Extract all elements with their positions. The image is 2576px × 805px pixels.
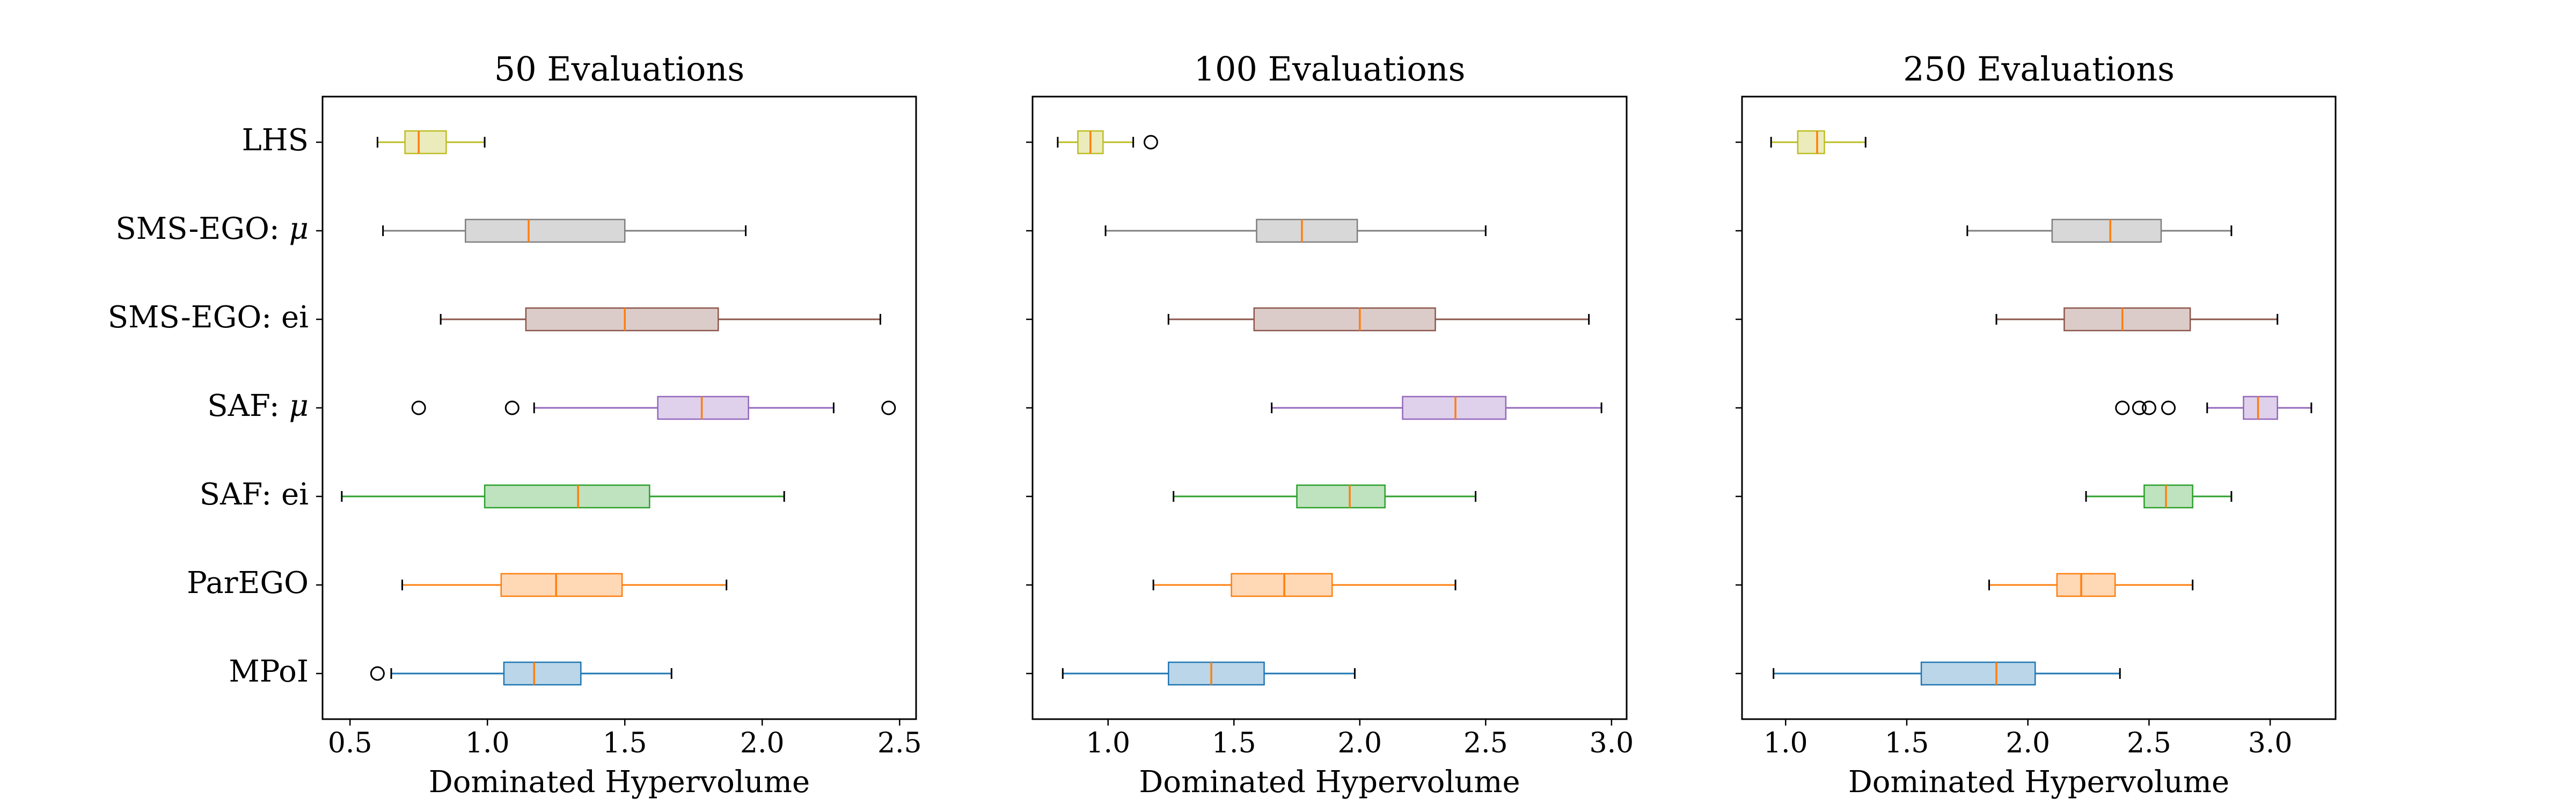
category-label-mpoi: MPoI (229, 654, 309, 689)
category-label-part: SMS-EGO: (115, 211, 289, 246)
x-tick-label: 3.0 (2248, 727, 2293, 759)
box-mpoi (1773, 661, 2121, 686)
panel-title: 250 Evaluations (1903, 49, 2175, 89)
box-lhs (1770, 130, 1867, 155)
box-sms-ego-mu (1104, 218, 1487, 243)
outlier-point (1143, 135, 1158, 150)
x-tick-label: 1.5 (603, 727, 647, 759)
category-label-sms-ego-ei: SMS-EGO: ei (108, 300, 309, 335)
box-saf-mu (411, 396, 896, 420)
x-tick-label: 1.0 (465, 727, 510, 759)
category-label-part: μ (289, 389, 309, 423)
panel-2: 100 Evaluations 1.0 1.5 2.0 2.5 3.0 Dominated … (1026, 49, 1634, 800)
outlier-point (2115, 400, 2130, 415)
outlier-point (2161, 400, 2176, 415)
box-lhs (376, 130, 486, 155)
box-saf-mu (1271, 396, 1602, 420)
box-saf-ei (2085, 484, 2233, 509)
iqr-box (404, 130, 447, 155)
iqr-box (525, 307, 719, 332)
iqr-box (1256, 218, 1358, 243)
outlier-point (504, 400, 519, 415)
box-saf-ei (1173, 484, 1477, 509)
iqr-box (657, 396, 749, 420)
outlier-point (2132, 400, 2147, 415)
panel-title: 50 Evaluations (494, 49, 744, 89)
panel-3: 250 Evaluations 1.0 1.5 2.0 2.5 3.0 Dominated … (1736, 49, 2337, 800)
x-tick-label: 1.5 (1885, 727, 1929, 759)
outlier-point (411, 400, 426, 415)
x-tick-label: 1.0 (1763, 727, 1808, 759)
x-tick-label: 2.0 (740, 727, 785, 759)
x-tick-label: 2.5 (877, 727, 922, 759)
box-parego (1152, 573, 1457, 597)
x-tick-label: 2.0 (2006, 727, 2050, 759)
box-mpoi (1062, 661, 1356, 686)
category-label-lhs: LHS (242, 123, 309, 158)
iqr-box (1797, 130, 1825, 155)
outlier-point (2141, 400, 2156, 415)
category-labels: LHS SMS-EGO: μ SMS-EGO: ei SAF: μ SAF: ei Par… (108, 123, 309, 689)
x-axis-label: Dominated Hypervolume (1848, 765, 2229, 800)
box-sms-ego-mu (1966, 218, 2233, 243)
outlier-point (370, 666, 385, 681)
x-tick-label: 1.0 (1086, 727, 1130, 759)
category-label-part: ParEGO (187, 566, 309, 601)
box-sms-ego-ei (440, 307, 881, 332)
x-tick-label: 2.0 (1337, 727, 1382, 759)
iqr-box (1168, 661, 1265, 686)
x-tick-label: 1.5 (1212, 727, 1256, 759)
x-tick-label: 2.5 (2127, 727, 2171, 759)
outlier-point (881, 400, 896, 415)
x-axis-label: Dominated Hypervolume (429, 765, 810, 800)
iqr-box (1920, 661, 2036, 686)
box-sms-ego-ei (1167, 307, 1590, 332)
category-label-part: SAF: ei (200, 477, 309, 512)
category-label-sms-ego-mu: SMS-EGO: μ (115, 211, 309, 246)
iqr-box (2143, 484, 2193, 509)
iqr-box (1231, 573, 1333, 597)
x-tick-label: 2.5 (1463, 727, 1508, 759)
iqr-box (500, 573, 623, 597)
panel-title: 100 Evaluations (1194, 49, 1466, 89)
category-label-part: LHS (242, 123, 309, 158)
iqr-box (1296, 484, 1386, 509)
iqr-box (2243, 396, 2278, 420)
x-axis-label: Dominated Hypervolume (1139, 765, 1520, 800)
iqr-box (484, 484, 650, 509)
box-sms-ego-ei (1995, 307, 2279, 332)
category-label-parego: ParEGO (187, 566, 309, 601)
box-sms-ego-mu (382, 218, 747, 243)
iqr-box (2051, 218, 2162, 243)
category-label-part: SAF: (207, 389, 289, 423)
panels: 50 Evaluations 0.5 1.0 1.5 2.0 2.5 Dominated H… (316, 49, 2337, 800)
category-label-part: MPoI (229, 654, 309, 689)
iqr-box (1402, 396, 1507, 420)
iqr-box (2056, 573, 2116, 597)
iqr-box (1253, 307, 1436, 332)
category-label-saf-ei: SAF: ei (200, 477, 309, 512)
box-parego (401, 573, 728, 597)
box-mpoi (370, 661, 672, 686)
panel-1: 50 Evaluations 0.5 1.0 1.5 2.0 2.5 Dominated H… (316, 49, 922, 800)
iqr-box (503, 661, 582, 686)
box-saf-mu (2115, 396, 2312, 420)
x-tick-label: 0.5 (328, 727, 372, 759)
category-label-part: SMS-EGO: ei (108, 300, 309, 335)
box-saf-ei (341, 484, 785, 509)
box-lhs (1057, 130, 1158, 155)
x-tick-label: 3.0 (1590, 727, 1634, 759)
box-parego (1988, 573, 2194, 597)
category-label-saf-mu: SAF: μ (207, 389, 309, 423)
category-label-part: μ (289, 211, 309, 246)
iqr-box (465, 218, 626, 243)
iqr-box (2063, 307, 2191, 332)
